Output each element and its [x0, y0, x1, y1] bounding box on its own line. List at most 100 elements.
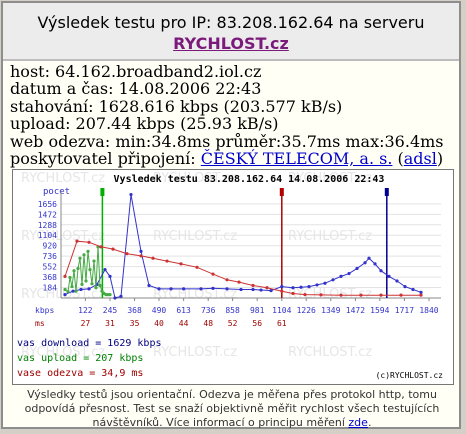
watermark-text: RYCHLOST.cz	[21, 171, 105, 186]
result-header: Výsledek testu pro IP: 83.208.162.64 na …	[3, 3, 459, 61]
watermark-text: RYCHLOST.cz	[21, 287, 105, 302]
watermark-text: RYCHLOST.cz	[153, 345, 237, 360]
x-tick-kbps: 736	[201, 306, 216, 315]
x-tick-ms: 52	[228, 319, 238, 328]
series-point-odezva	[379, 293, 383, 297]
series-point-odezva	[179, 262, 183, 266]
rychlost-link[interactable]: RYCHLOST.cz	[173, 34, 289, 53]
series-point-upload	[66, 290, 70, 294]
series-point-download	[323, 281, 327, 285]
series-point-download	[119, 294, 123, 298]
series-point-odezva	[419, 293, 423, 297]
series-point-download	[355, 266, 359, 271]
series-point-upload	[70, 285, 74, 289]
series-point-upload	[86, 249, 90, 253]
series-point-upload	[92, 259, 96, 263]
marker-flag-upload	[100, 188, 105, 196]
series-point-download	[269, 289, 273, 293]
series-point-upload	[98, 283, 102, 288]
series-point-upload	[74, 289, 78, 293]
x-tick-kbps: 1594	[370, 306, 389, 315]
result-title: Výsledek testu pro IP: 83.208.162.64 na …	[37, 13, 425, 32]
y-tick-label: 736	[43, 252, 58, 261]
series-point-upload	[68, 275, 72, 280]
series-point-upload	[80, 282, 84, 286]
series-point-download	[182, 287, 186, 291]
provider-paren-close: )	[436, 149, 444, 169]
series-point-odezva	[87, 240, 91, 244]
series-point-download	[147, 283, 151, 288]
series-point-download	[291, 286, 295, 290]
series-point-download	[339, 274, 343, 278]
provider-link[interactable]: ČESKÝ TELECOM, a. s.	[200, 149, 393, 169]
x-tick-kbps: 1840	[419, 306, 438, 315]
series-point-odezva	[399, 293, 403, 297]
x-tick-ms: 31	[105, 319, 115, 328]
footer-line-3-text: návštěvníků. Více informací o principu m…	[92, 416, 345, 429]
series-point-download	[211, 286, 215, 290]
series-point-download	[280, 285, 284, 289]
series-point-download	[379, 269, 383, 273]
footer-line-3-end: .	[367, 416, 372, 429]
chart-title: Vysledek testu 83.208.162.64 14.08.2006 …	[114, 174, 385, 185]
chart-copyright: (c)RYCHLOST.cz	[376, 371, 444, 380]
series-point-download	[411, 287, 415, 292]
upload-line: upload: 207.44 kbps (25.93 kB/s)	[10, 114, 279, 134]
series-point-upload	[72, 269, 76, 273]
x-tick-kbps: 1349	[321, 306, 340, 315]
series-point-odezva	[75, 239, 79, 243]
series-point-upload	[82, 253, 86, 257]
speed-chart: RYCHLOST.cz RYCHLOST.cz RYCHLOST.cz RYCHLOS…	[12, 169, 454, 385]
legend-ping: vase odezva = 34,9 ms	[17, 368, 144, 379]
marker-flag-odezva	[279, 188, 284, 196]
x-tick-kbps: 490	[152, 306, 167, 315]
series-point-odezva	[319, 293, 323, 297]
series-point-odezva	[125, 252, 129, 256]
series-point-download	[395, 279, 399, 283]
x-tick-ms: 35	[130, 319, 140, 328]
x-tick-ms: 48	[203, 319, 213, 328]
ping-line: web odezva: min:34.8ms průměr:35.7ms max…	[10, 131, 444, 151]
series-point-odezva	[280, 289, 284, 293]
footer-line-3: návštěvníků. Více informací o principu m…	[9, 416, 455, 430]
series-point-upload	[63, 287, 67, 292]
provider-type-link[interactable]: adsl	[403, 149, 437, 169]
series-point-upload	[94, 286, 98, 290]
series-point-download	[71, 289, 75, 293]
series-point-download	[315, 283, 319, 287]
x-tick-kbps: 981	[250, 306, 265, 315]
provider-paren-open: (	[397, 149, 404, 169]
series-point-upload	[84, 279, 88, 283]
series-point-odezva	[63, 274, 67, 278]
series-point-upload	[76, 266, 80, 271]
series-point-download	[259, 288, 263, 292]
series-point-download	[331, 278, 335, 282]
series-point-odezva	[339, 293, 343, 297]
provider-line: poskytovatel připojení: ČESKÝ TELECOM, a…	[10, 150, 456, 167]
series-point-download	[169, 287, 173, 291]
x-tick-ms: 56	[252, 319, 262, 328]
footer-note: Výsledky testů jsou orientační. Odezva j…	[9, 388, 455, 430]
y-tick-label: 552	[43, 263, 58, 272]
watermark-text: RYCHLOST.cz	[288, 171, 372, 186]
legend-upload: vas upload = 207 kbps	[17, 353, 144, 364]
series-point-odezva	[251, 283, 255, 288]
y-tick-label: 920	[43, 242, 58, 251]
watermark-text: RYCHLOST.cz	[21, 229, 105, 244]
x-tick-kbps: 368	[127, 306, 142, 315]
series-point-download	[363, 261, 367, 265]
series-point-download	[79, 287, 83, 292]
x-tick-kbps: 1472	[346, 306, 365, 315]
datetime-line: datum a čas: 14.08.2006 22:43	[10, 79, 262, 99]
series-point-download	[419, 290, 423, 294]
y-tick-label: 1472	[38, 210, 57, 219]
x-tick-ms: 40	[154, 319, 164, 328]
watermark-text: RYCHLOST.cz	[288, 345, 372, 360]
footer-line-1: Výsledky testů jsou orientační. Odezva j…	[27, 388, 437, 401]
series-point-download	[113, 296, 117, 300]
series-point-odezva	[303, 292, 307, 297]
series-point-download	[307, 285, 311, 289]
x-tick-ms: 27	[81, 319, 91, 328]
more-info-link[interactable]: zde	[348, 416, 368, 429]
x-tick-kbps: 245	[103, 306, 118, 315]
